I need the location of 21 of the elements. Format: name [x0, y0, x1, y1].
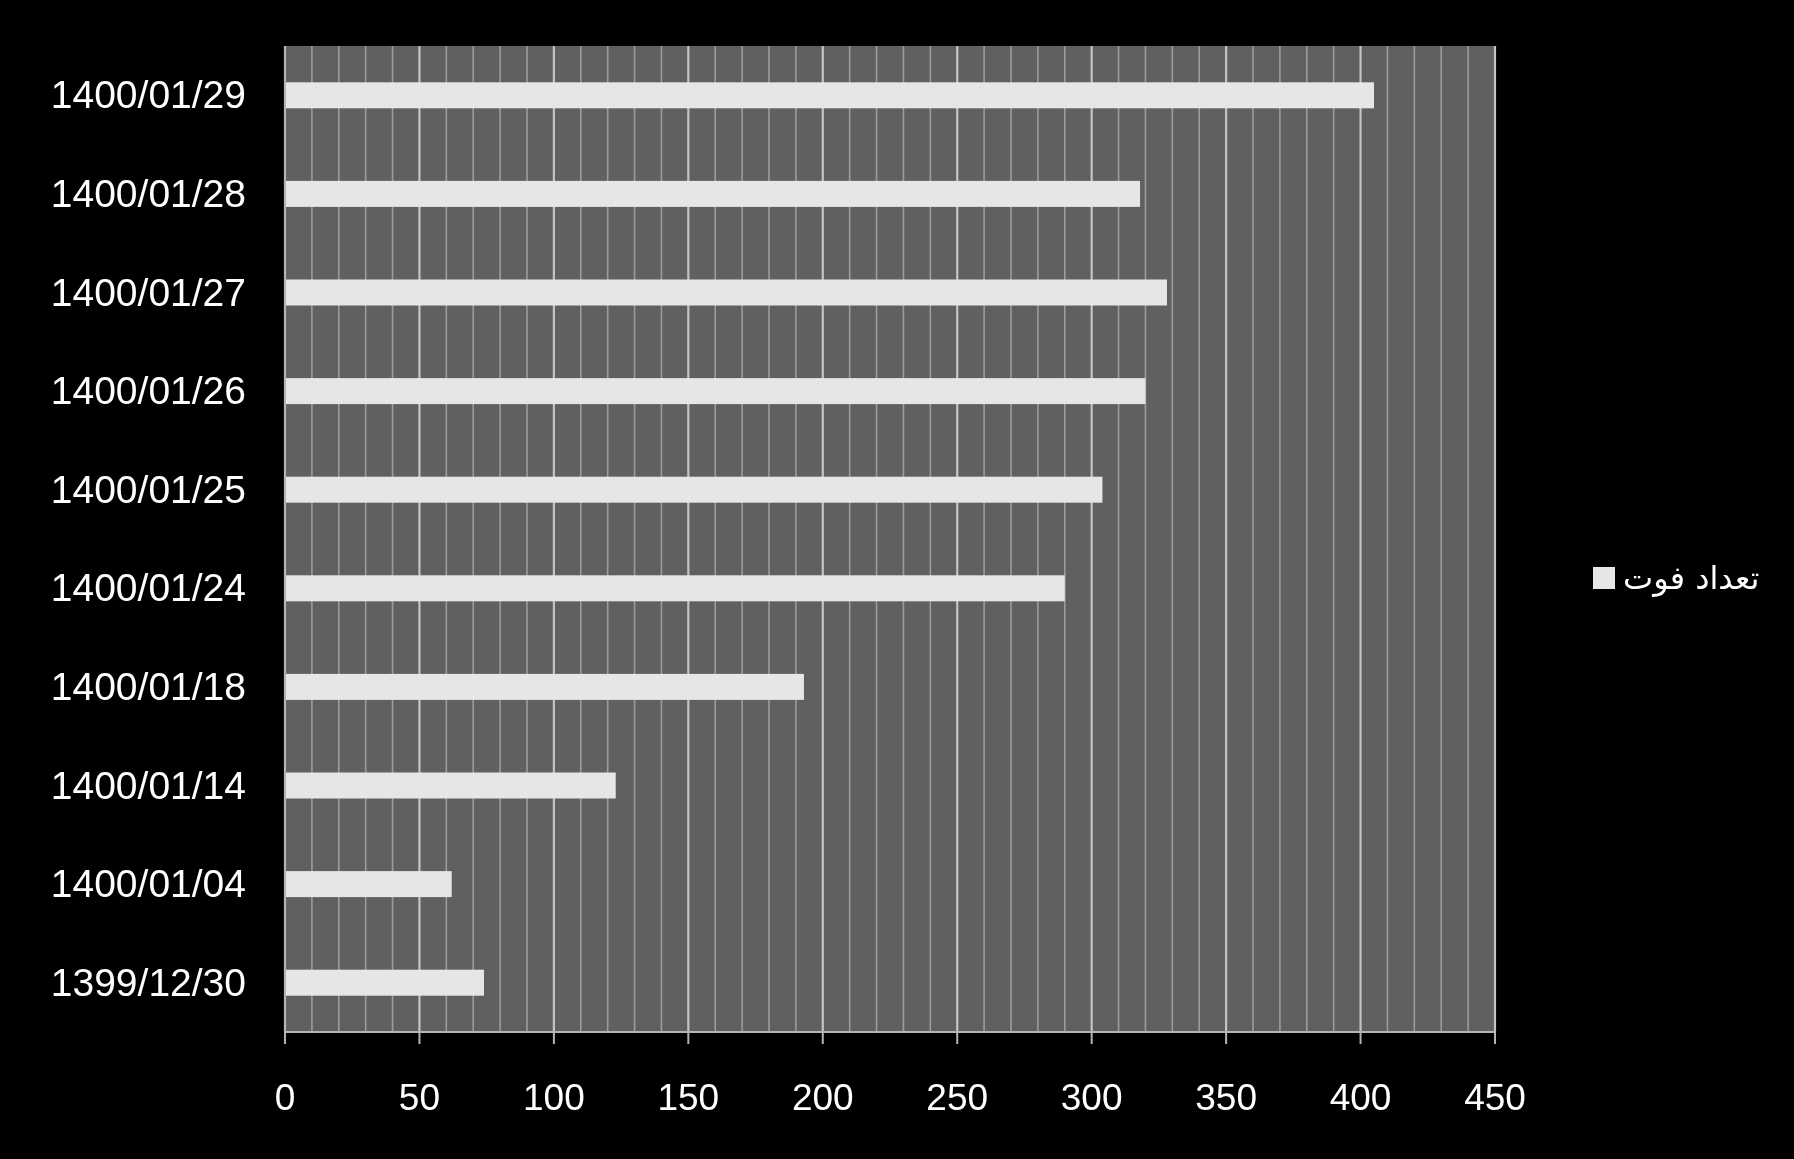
x-tick-label: 0: [274, 1077, 296, 1118]
x-tick-label: 450: [1464, 1077, 1526, 1118]
y-tick-label: 1400/01/24: [50, 566, 246, 610]
x-tick-label: 150: [657, 1077, 720, 1118]
y-tick-label: 1400/01/29: [50, 73, 246, 117]
y-tick-label: 1400/01/04: [50, 862, 246, 906]
x-tick-label: 250: [926, 1077, 989, 1118]
y-tick-label: 1399/12/30: [50, 960, 246, 1004]
x-tick-label: 50: [398, 1077, 440, 1118]
y-tick-label: 1400/01/18: [50, 664, 246, 708]
y-tick-label: 1400/01/28: [50, 171, 246, 215]
x-tick-label: 100: [523, 1077, 585, 1118]
y-tick-label: 1400/01/26: [50, 369, 246, 413]
x-tick-label: 350: [1195, 1077, 1257, 1118]
x-tick-label: 300: [1060, 1077, 1123, 1118]
x-tick-label: 400: [1329, 1077, 1392, 1118]
y-tick-label: 1400/01/14: [50, 763, 246, 807]
legend-label: تعداد فوت: [1623, 559, 1760, 597]
x-tick-label: 200: [791, 1077, 854, 1118]
y-tick-label: 1400/01/25: [50, 467, 246, 511]
y-tick-label: 1400/01/27: [50, 270, 246, 314]
